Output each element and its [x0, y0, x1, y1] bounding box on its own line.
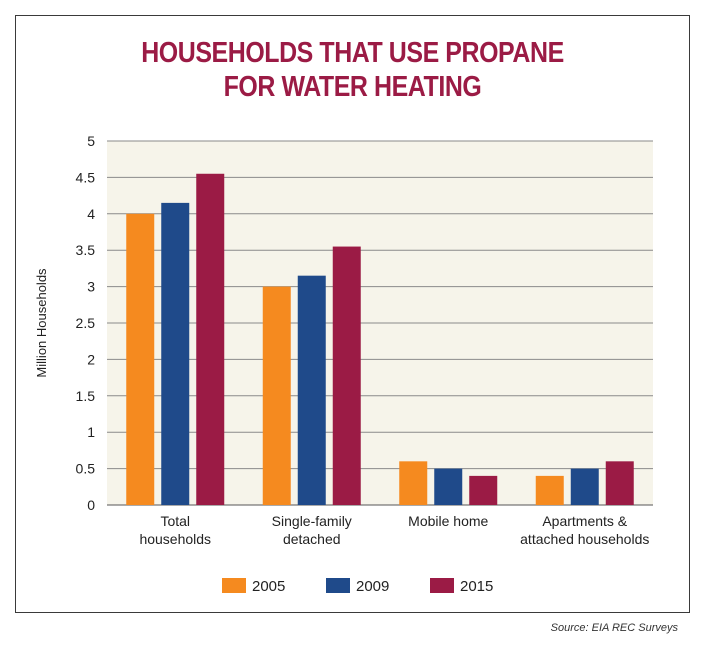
bar-2005-cat-1 [262, 286, 291, 505]
chart-title-line-1: HOUSEHOLDS THAT USE PROPANE [141, 37, 564, 69]
bar-2015-cat-0 [196, 173, 225, 505]
y-tick-label: 1.5 [76, 388, 96, 404]
category-label: Mobile home [408, 513, 488, 529]
y-tick-label: 0 [87, 497, 95, 513]
y-tick-label: 2 [87, 351, 95, 367]
chart-title: HOUSEHOLDS THAT USE PROPANE FOR WATER HE… [62, 36, 643, 104]
category-label: attached households [520, 531, 649, 547]
chart-title-line-2: FOR WATER HEATING [223, 71, 482, 103]
y-tick-label: 5 [87, 133, 95, 149]
legend-swatch-2009 [326, 578, 350, 593]
bar-2005-cat-0 [126, 213, 155, 506]
bar-2009-cat-2 [434, 468, 463, 505]
legend-swatch-2005 [222, 578, 246, 593]
category-label: Apartments & [542, 513, 627, 529]
y-tick-label: 3 [87, 279, 95, 295]
bar-2005-cat-2 [399, 461, 428, 505]
y-tick-label: 1 [87, 424, 95, 440]
bar-2009-cat-0 [161, 202, 190, 505]
legend-swatch-2015 [430, 578, 454, 593]
bar-2015-cat-3 [605, 461, 634, 505]
y-tick-label: 4 [87, 206, 95, 222]
legend-label-2015: 2015 [460, 578, 493, 595]
source-note: Source: EIA REC Surveys [550, 622, 678, 634]
category-label: Single-family [272, 513, 352, 529]
bar-2009-cat-1 [297, 275, 326, 505]
category-label: households [139, 531, 211, 547]
legend-label-2009: 2009 [356, 578, 389, 595]
bar-2015-cat-1 [332, 246, 361, 505]
bar-2015-cat-2 [469, 475, 498, 505]
y-tick-label: 3.5 [76, 242, 96, 258]
bar-2005-cat-3 [535, 475, 564, 505]
category-label: detached [283, 531, 341, 547]
legend-label-2005: 2005 [252, 578, 285, 595]
y-axis-label: Million Households [34, 268, 49, 378]
y-tick-label: 2.5 [76, 315, 96, 331]
y-tick-label: 0.5 [76, 461, 96, 477]
bar-2009-cat-3 [570, 468, 599, 505]
category-label: Total [160, 513, 190, 529]
y-tick-label: 4.5 [76, 169, 96, 185]
